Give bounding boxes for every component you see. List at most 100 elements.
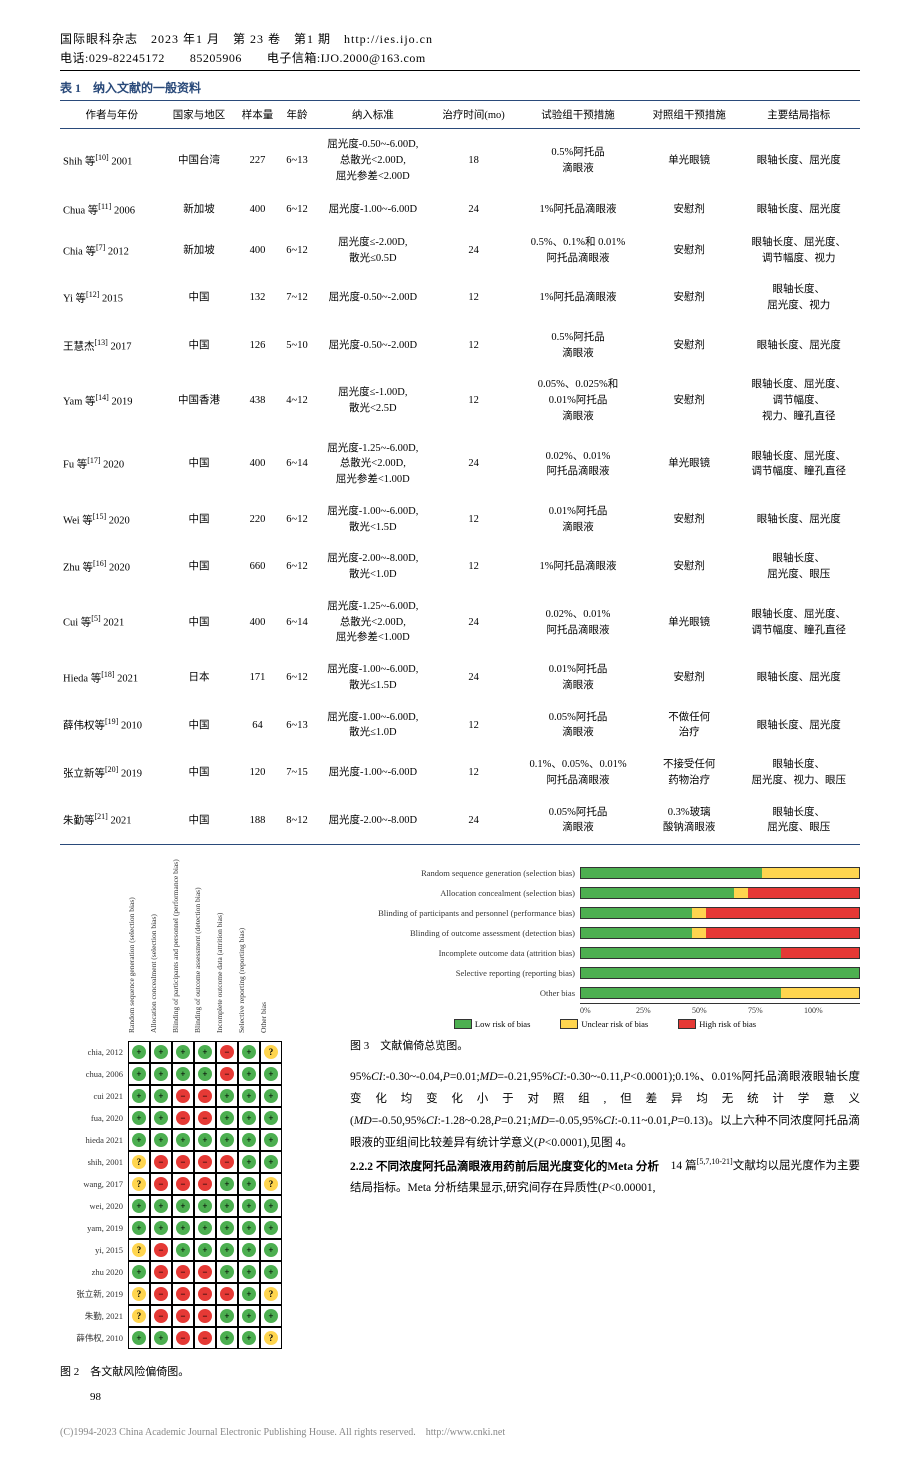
table-cell: 1%阿托品滴眼液 [515,274,641,322]
rob-cell [150,1085,172,1107]
table-cell: 0.01%阿托品滴眼液 [515,654,641,702]
rob-circle-icon [220,1177,234,1191]
rob-circle-icon [154,1155,168,1169]
table1: 作者与年份国家与地区样本量年龄纳入标准治疗时间(mo)试验组干预措施对照组干预措… [60,100,860,845]
rob-cell [238,1305,260,1327]
rob-cell [238,1063,260,1085]
table-cell: 7~12 [280,274,313,322]
rob-cell [260,1063,282,1085]
rob-study-label: yam, 2019 [68,1223,128,1233]
table-cell: 6~14 [280,433,313,496]
table-row: Cui 等[5] 2021中国4006~14屈光度-1.25~-6.00D,总散… [60,591,860,654]
table-header-cell: 作者与年份 [60,101,163,129]
rob-cell [194,1217,216,1239]
rob-cell [194,1041,216,1063]
table-cell: 中国香港 [163,369,234,432]
table-row: Wei 等[15] 2020中国2206~12屈光度-1.00~-6.00D,散… [60,496,860,544]
rob-summary-row: Other bias [350,983,860,1003]
axis-tick: 25% [636,1006,692,1015]
table-cell: 眼轴长度、屈光度、眼压 [738,797,860,845]
page-header: 国际眼科杂志 2023 年1 月 第 23 卷 第1 期 http://ies.… [60,30,860,71]
rob-cell [260,1261,282,1283]
table-cell: Shih 等[10] 2001 [60,129,163,193]
rob-circle-icon [132,1045,146,1059]
rob-study-label: yi, 2015 [68,1245,128,1255]
rob-cell [260,1107,282,1129]
rob-cell [216,1261,238,1283]
rob-circle-icon [198,1243,212,1257]
table-cell: Yi 等[12] 2015 [60,274,163,322]
table-header-cell: 纳入标准 [314,101,432,129]
rob-cell [194,1327,216,1349]
table-cell: 屈光度-1.00~-6.00D,散光≤1.5D [314,654,432,702]
table-cell: 眼轴长度、屈光度、调节幅度、视力 [738,227,860,275]
table-row: 朱勤等[21] 2021中国1888~12屈光度-2.00~-8.00D240.… [60,797,860,845]
table-cell: 0.5%、0.1%和 0.01%阿托品滴眼液 [515,227,641,275]
header-line1: 国际眼科杂志 2023 年1 月 第 23 卷 第1 期 http://ies.… [60,30,860,49]
rob-circle-icon [176,1177,190,1191]
table-header-cell: 样本量 [235,101,281,129]
rob-circle-icon [154,1243,168,1257]
table-cell: 0.05%、0.025%和0.01%阿托品滴眼液 [515,369,641,432]
rob-circle-icon [242,1133,256,1147]
table-cell: 132 [235,274,281,322]
table-cell: 眼轴长度、屈光度、调节幅度、瞳孔直径 [738,591,860,654]
rob-study-row: hieda 2021 [68,1129,312,1151]
header-line2: 电话:029-82245172 85205906 电子信箱:IJO.2000@1… [60,49,860,68]
rob-cell [260,1151,282,1173]
table-row: Chua 等[11] 2006新加坡4006~12屈光度-1.00~-6.00D… [60,193,860,227]
rob-circle-icon [264,1133,278,1147]
rob-circle-icon [132,1309,146,1323]
table-header-cell: 主要结局指标 [738,101,860,129]
table-row: Hieda 等[18] 2021日本1716~12屈光度-1.00~-6.00D… [60,654,860,702]
table-cell: 安慰剂 [641,369,738,432]
table-cell: 0.05%阿托品滴眼液 [515,702,641,750]
rob-circle-icon [176,1045,190,1059]
rob-study-row: 薛伟权, 2010 [68,1327,312,1349]
rob-study-label: chia, 2012 [68,1047,128,1057]
rob-cell [128,1041,150,1063]
table-cell: 0.02%、0.01%阿托品滴眼液 [515,591,641,654]
rob-cell [172,1085,194,1107]
rob-circle-icon [176,1243,190,1257]
rob-domain-header: Selective reporting (reporting bias) [228,1019,238,1041]
table-row: Yam 等[14] 2019中国香港4384~12屈光度≤-1.00D,散光<2… [60,369,860,432]
table-cell: 屈光度≤-1.00D,散光<2.5D [314,369,432,432]
table-cell: Chua 等[11] 2006 [60,193,163,227]
header-separator [60,70,860,71]
rob-cell [238,1327,260,1349]
rob-cell [260,1041,282,1063]
rob-summary-label: Random sequence generation (selection bi… [350,868,580,878]
rob-circle-icon [154,1089,168,1103]
axis-tick: 100% [804,1006,860,1015]
rob-circle-icon [198,1199,212,1213]
rob-summary-bar [580,887,860,899]
table-cell: 王慧杰[13] 2017 [60,322,163,370]
rob-cell [172,1261,194,1283]
table-cell: 眼轴长度、屈光度、视力 [738,274,860,322]
table-cell: 120 [235,749,281,797]
table-cell: 24 [432,654,515,702]
rob-cell [128,1151,150,1173]
rob-circle-icon [198,1089,212,1103]
table-cell: 屈光度-0.50~-2.00D [314,274,432,322]
rob-cell [216,1239,238,1261]
rob-circle-icon [132,1177,146,1191]
rob-study-label: wei, 2020 [68,1201,128,1211]
rob-circle-icon [220,1111,234,1125]
axis-tick: 50% [692,1006,748,1015]
rob-cell [216,1129,238,1151]
rob-study-row: shih, 2001 [68,1151,312,1173]
rob-circle-icon [264,1155,278,1169]
rob-summary-label: Other bias [350,988,580,998]
rob-circle-icon [264,1221,278,1235]
rob-cell [172,1107,194,1129]
table-cell: 400 [235,591,281,654]
rob-cell [238,1195,260,1217]
table-cell: 薛伟权等[19] 2010 [60,702,163,750]
page-footer: (C)1994-2023 China Academic Journal Elec… [60,1423,860,1438]
rob-study-label: shih, 2001 [68,1157,128,1167]
table-cell: 眼轴长度、屈光度 [738,496,860,544]
rob-circle-icon [132,1133,146,1147]
rob-study-label: cui 2021 [68,1091,128,1101]
